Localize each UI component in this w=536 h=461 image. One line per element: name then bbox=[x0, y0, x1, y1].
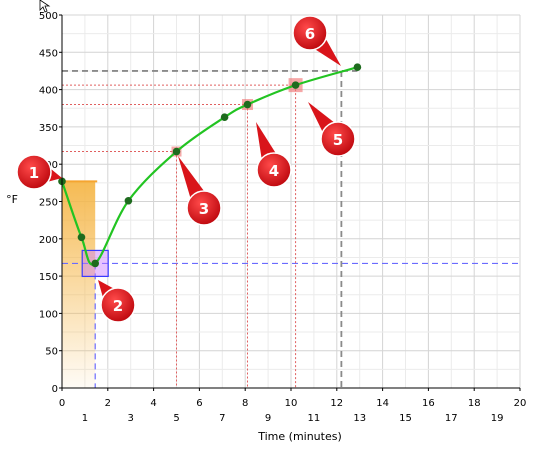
x-tick-label: 18 bbox=[468, 398, 481, 409]
y-tick-label: 150 bbox=[39, 272, 58, 283]
callout-circle bbox=[320, 121, 356, 157]
data-point bbox=[353, 63, 362, 72]
callout-circle bbox=[256, 152, 292, 188]
x-tick-label: 2 bbox=[105, 398, 111, 409]
x-tick-label: 13 bbox=[353, 413, 366, 424]
y-tick-label: 500 bbox=[39, 11, 58, 22]
x-axis-title: Time (minutes) bbox=[257, 430, 342, 443]
x-tick-label: 10 bbox=[285, 398, 298, 409]
x-tick-label: 16 bbox=[422, 398, 435, 409]
x-tick-labels: 0 2 4 6 8 10 12 14 16 18 201 3 5 7 9 11 13 15 17 19 bbox=[59, 388, 527, 424]
x-tick-label: 11 bbox=[308, 413, 321, 424]
callout-4: 4 bbox=[256, 122, 292, 188]
callout-number: 4 bbox=[269, 162, 279, 180]
data-point bbox=[77, 233, 86, 242]
x-tick-label: 0 bbox=[59, 398, 65, 409]
data-point bbox=[172, 147, 181, 156]
callout-number: 6 bbox=[305, 25, 315, 43]
x-tick-label: 4 bbox=[150, 398, 156, 409]
y-tick-label: 450 bbox=[39, 48, 58, 59]
callout-2: 2 bbox=[98, 280, 136, 323]
x-tick-label: 17 bbox=[445, 413, 458, 424]
callout-6: 6 bbox=[292, 15, 341, 66]
x-tick-label: 14 bbox=[376, 398, 389, 409]
callout-circle bbox=[186, 190, 222, 226]
x-tick-label: 8 bbox=[242, 398, 248, 409]
callout-circle bbox=[16, 154, 52, 190]
x-tick-label: 12 bbox=[330, 398, 343, 409]
numbered-callouts: 1 2 3 4 5 6 bbox=[16, 15, 356, 323]
x-tick-label: 3 bbox=[128, 413, 134, 424]
y-tick-label: 250 bbox=[39, 198, 58, 209]
data-point bbox=[220, 113, 229, 122]
y-tick-label: 350 bbox=[39, 123, 58, 134]
x-tick-label: 15 bbox=[399, 413, 412, 424]
data-point bbox=[243, 100, 252, 109]
callout-circle bbox=[100, 287, 136, 323]
y-tick-label: 100 bbox=[39, 309, 58, 320]
callout-number: 2 bbox=[113, 297, 123, 315]
shaded-band bbox=[62, 181, 96, 388]
y-tick-label: 400 bbox=[39, 86, 58, 97]
callout-pointer bbox=[256, 122, 277, 161]
data-point bbox=[91, 259, 100, 268]
callout-circle bbox=[292, 15, 328, 51]
x-tick-label: 20 bbox=[514, 398, 527, 409]
callout-number: 5 bbox=[333, 131, 343, 149]
x-tick-label: 5 bbox=[173, 413, 179, 424]
x-tick-label: 1 bbox=[82, 413, 88, 424]
y-tick-label: 50 bbox=[45, 347, 58, 358]
y-tick-label: 200 bbox=[39, 235, 58, 246]
callout-3: 3 bbox=[178, 156, 222, 226]
y-tick-label: 0 bbox=[52, 384, 58, 395]
data-points bbox=[58, 63, 362, 268]
callout-1: 1 bbox=[16, 154, 62, 190]
callout-pointer bbox=[178, 156, 206, 200]
x-tick-label: 6 bbox=[196, 398, 202, 409]
x-tick-label: 9 bbox=[265, 413, 271, 424]
y-axis-title: °F bbox=[6, 193, 18, 206]
mouse-cursor-icon bbox=[39, 0, 51, 13]
callout-number: 3 bbox=[199, 200, 209, 218]
x-tick-label: 19 bbox=[491, 413, 504, 424]
callout-5: 5 bbox=[308, 102, 356, 157]
y-tick-labels: 050100150200250300350400450500 bbox=[39, 11, 62, 395]
x-tick-label: 7 bbox=[219, 413, 225, 424]
data-point bbox=[124, 196, 133, 205]
data-point bbox=[291, 81, 300, 89]
callout-pointer bbox=[98, 280, 117, 300]
callout-number: 1 bbox=[29, 164, 39, 182]
